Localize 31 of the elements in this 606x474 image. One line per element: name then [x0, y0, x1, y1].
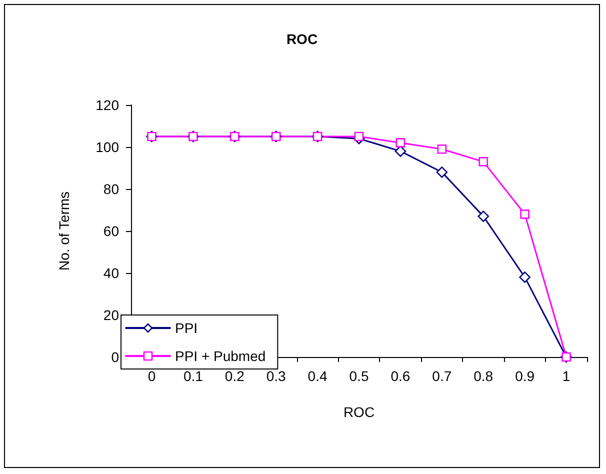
- y-tick-label: 0: [111, 349, 120, 365]
- point: [437, 144, 447, 154]
- y-tick-label: 80: [103, 181, 120, 197]
- legend-label: PPI: [175, 320, 198, 336]
- chart-title: ROC: [286, 31, 318, 47]
- x-tick-label: 0.8: [474, 368, 494, 384]
- x-tick-label: 0: [148, 368, 156, 384]
- point: [520, 210, 530, 219]
- y-tick-label: 60: [103, 223, 120, 239]
- x-tick-label: 0.7: [432, 368, 452, 384]
- point: [478, 210, 490, 222]
- point: [354, 132, 364, 142]
- y-tick-label: 40: [103, 265, 120, 281]
- x-tick-label: 0.2: [224, 368, 245, 384]
- x-axis-title: ROC: [343, 404, 375, 420]
- point: [396, 138, 406, 148]
- point: [436, 166, 448, 178]
- point: [519, 272, 530, 283]
- x-tick-label: 0.9: [515, 368, 535, 384]
- y-tick-label: 120: [96, 97, 120, 113]
- x-tick-label: 0.3: [266, 368, 286, 384]
- x-tick-label: 0.4: [308, 368, 328, 384]
- y-tick-label: 100: [96, 139, 120, 155]
- x-tick-label: 0.1: [183, 368, 204, 384]
- point: [478, 157, 488, 166]
- legend-label: PPI + Pubmed: [175, 348, 266, 364]
- x-tick-label: 1: [562, 368, 570, 384]
- x-tick-label: 0.5: [349, 368, 369, 384]
- y-tick-label: 20: [103, 307, 120, 323]
- y-axis-title: No. of Terms: [56, 191, 72, 271]
- x-tick-label: 0.6: [390, 368, 410, 384]
